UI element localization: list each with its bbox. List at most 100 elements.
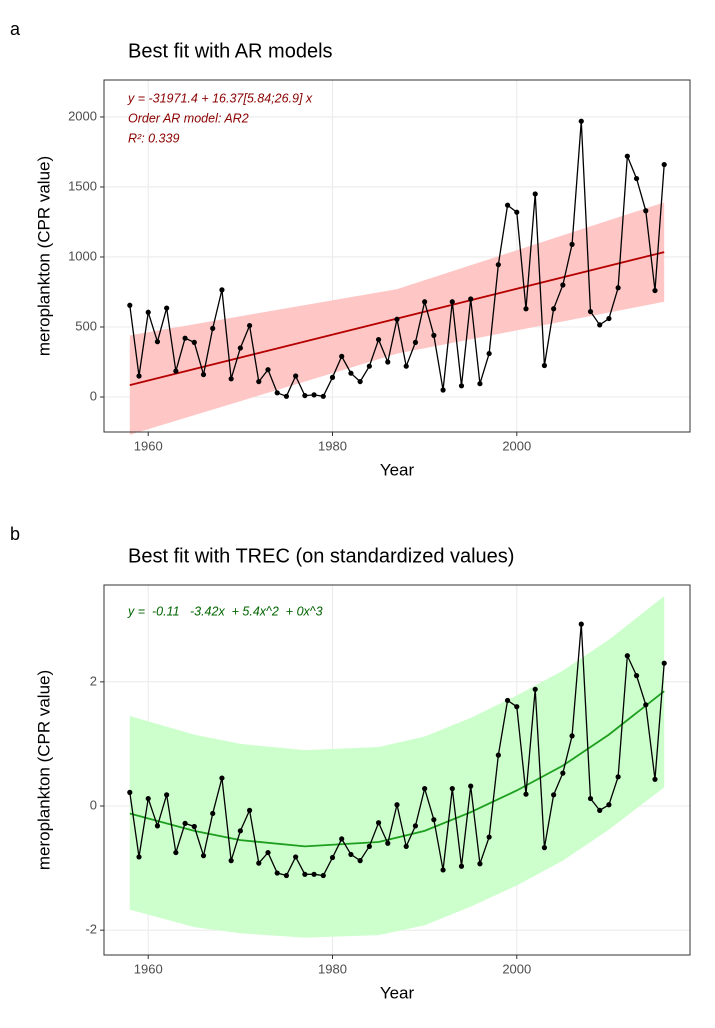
y-axis-label: meroplankton (CPR value) [34, 156, 53, 356]
data-point [624, 153, 630, 159]
data-point [440, 387, 446, 393]
data-point [145, 795, 151, 802]
data-point [237, 828, 243, 834]
data-point [375, 336, 382, 343]
data-point [661, 660, 667, 666]
data-point [615, 774, 621, 780]
data-point [274, 870, 280, 876]
data-point [597, 322, 603, 328]
data-point [523, 791, 529, 797]
data-point [569, 733, 575, 739]
data-point [422, 299, 428, 305]
y-tick-label: 1500 [68, 178, 97, 193]
data-point [237, 345, 243, 351]
data-point [228, 858, 234, 864]
chart-title: Best fit with TREC (on standardized valu… [128, 545, 514, 567]
y-axis-label: meroplankton (CPR value) [34, 670, 53, 870]
data-point [422, 786, 428, 792]
data-point [127, 789, 133, 795]
data-point [311, 392, 317, 398]
data-point [173, 368, 179, 374]
data-point [246, 322, 253, 329]
data-point [504, 202, 511, 208]
data-point [449, 786, 455, 792]
data-point [320, 393, 326, 399]
data-point [495, 262, 501, 268]
data-point [633, 175, 640, 182]
data-point [606, 802, 612, 808]
data-point [431, 332, 437, 338]
data-point [191, 339, 197, 345]
data-point [357, 378, 363, 385]
data-point [449, 299, 455, 305]
data-point [431, 817, 437, 823]
trend-line [129, 690, 665, 848]
annotation: Order AR model: AR2 [128, 111, 249, 125]
data-point [394, 802, 400, 808]
data-point [468, 783, 474, 789]
data-point [597, 807, 603, 813]
data-point [560, 282, 566, 288]
data-point [164, 305, 170, 311]
data-point [265, 849, 271, 856]
data-point [210, 810, 216, 817]
data-point [578, 118, 584, 124]
x-tick-label: 1980 [318, 438, 347, 453]
annotation: R²: 0.339 [128, 131, 179, 145]
data-point [219, 287, 225, 293]
panel-label: b [10, 524, 20, 544]
data-point [200, 371, 207, 378]
data-point [385, 359, 391, 365]
data-point [477, 381, 483, 387]
chart-title: Best fit with AR models [128, 40, 333, 62]
data-point [652, 776, 658, 782]
data-point [551, 792, 557, 798]
data-point [136, 854, 142, 860]
data-point [412, 339, 419, 345]
y-tick-label: 2000 [68, 108, 97, 123]
data-point [385, 840, 391, 846]
data-point [366, 363, 372, 369]
data-point [532, 191, 538, 197]
data-point [293, 373, 299, 379]
data-point [210, 325, 216, 331]
data-point [486, 834, 492, 840]
data-point [145, 309, 151, 315]
x-tick-label: 1980 [318, 961, 347, 976]
data-point [541, 362, 548, 369]
data-point [320, 872, 326, 879]
data-point [127, 302, 133, 308]
data-point [624, 653, 630, 659]
data-point [514, 704, 520, 710]
data-point [339, 836, 345, 842]
data-point [551, 306, 557, 312]
data-point [182, 820, 188, 826]
data-point [357, 858, 363, 864]
data-point [661, 161, 667, 168]
data-point [587, 795, 594, 802]
data-point [136, 373, 142, 379]
data-point [643, 702, 649, 708]
data-point [173, 849, 179, 856]
panel-label: a [10, 19, 21, 39]
data-point [514, 209, 520, 215]
y-tick-label: 1000 [68, 248, 97, 263]
data-point [477, 861, 483, 867]
data-point [274, 390, 280, 396]
data-point [440, 867, 446, 873]
data-point [348, 851, 354, 858]
y-tick-label: 2 [90, 673, 97, 688]
x-tick-label: 2000 [502, 438, 531, 453]
data-point [486, 350, 492, 357]
data-point [164, 792, 170, 798]
panel-border [103, 584, 691, 956]
data-point [283, 393, 290, 399]
data-point [468, 296, 474, 302]
data-point [541, 845, 548, 851]
x-tick-label: 1960 [134, 961, 163, 976]
data-point [366, 843, 372, 849]
data-point [246, 807, 253, 813]
data-point [311, 871, 317, 877]
data-point [532, 686, 538, 692]
